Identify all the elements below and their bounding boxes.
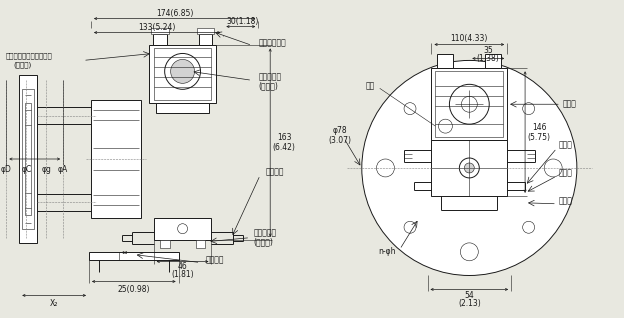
Text: 163: 163 — [277, 133, 291, 142]
Text: 54: 54 — [464, 291, 474, 300]
Text: 管道连接: 管道连接 — [265, 168, 284, 176]
Text: φC: φC — [21, 165, 31, 175]
Circle shape — [461, 75, 478, 93]
Text: (1.38): (1.38) — [477, 54, 500, 63]
Text: 133(5.24): 133(5.24) — [138, 23, 175, 32]
Text: (1.81): (1.81) — [171, 270, 194, 279]
Bar — [160, 240, 170, 248]
Text: X₂: X₂ — [50, 299, 58, 308]
Text: 25(0.98): 25(0.98) — [117, 285, 150, 294]
Text: 内藏显示表: 内藏显示表 — [258, 73, 281, 82]
Text: 管道连接件: 管道连接件 — [253, 228, 276, 237]
Text: (可选购): (可选购) — [13, 61, 32, 68]
Circle shape — [523, 221, 535, 233]
Bar — [154, 218, 212, 240]
Bar — [431, 68, 507, 140]
Text: φ78: φ78 — [333, 126, 347, 135]
Text: φA: φA — [58, 165, 68, 175]
Bar — [195, 240, 205, 248]
Text: 30(1.18): 30(1.18) — [226, 17, 258, 26]
Text: (可选购): (可选购) — [253, 237, 273, 246]
Circle shape — [404, 103, 416, 114]
Text: 导线管连接口: 导线管连接口 — [258, 38, 286, 47]
Bar — [197, 28, 215, 34]
Text: (可选购): (可选购) — [258, 82, 278, 91]
Circle shape — [362, 60, 577, 275]
Circle shape — [404, 221, 416, 233]
Bar — [153, 34, 167, 45]
Text: 排液塞: 排液塞 — [559, 196, 573, 205]
Text: 110(4.33): 110(4.33) — [451, 34, 488, 43]
Circle shape — [178, 224, 188, 234]
Bar — [437, 54, 454, 68]
Text: 端子侧: 端子侧 — [563, 100, 577, 109]
Text: 接地端: 接地端 — [559, 141, 573, 149]
Bar — [485, 54, 501, 68]
Text: 外部显示表导线管连接口: 外部显示表导线管连接口 — [6, 52, 52, 59]
Bar — [154, 48, 212, 100]
Circle shape — [464, 163, 474, 173]
Bar — [91, 100, 141, 218]
Circle shape — [165, 53, 200, 89]
Bar — [19, 75, 37, 243]
Text: (2.13): (2.13) — [458, 299, 480, 308]
Bar — [436, 71, 503, 137]
Circle shape — [544, 159, 562, 177]
Bar — [156, 103, 210, 113]
Circle shape — [459, 158, 479, 178]
Circle shape — [449, 84, 489, 124]
Text: (5.75): (5.75) — [527, 133, 550, 142]
Bar — [22, 89, 34, 229]
Text: (6.42): (6.42) — [273, 142, 296, 152]
Text: (3.07): (3.07) — [328, 135, 351, 145]
Circle shape — [461, 243, 478, 261]
Text: φg: φg — [41, 165, 51, 175]
Bar — [198, 34, 212, 45]
Text: φD: φD — [1, 165, 12, 175]
Bar — [151, 28, 168, 34]
Circle shape — [170, 59, 195, 83]
Text: 35: 35 — [484, 46, 493, 55]
Text: 146: 146 — [532, 123, 546, 132]
Text: 排气塞: 排气塞 — [559, 169, 573, 177]
Text: 调零: 调零 — [366, 82, 375, 91]
Bar — [431, 140, 507, 196]
Text: 174(6.85): 174(6.85) — [156, 9, 193, 18]
Circle shape — [523, 103, 535, 114]
Circle shape — [376, 159, 394, 177]
Text: n-φh: n-φh — [378, 247, 396, 256]
Text: 46: 46 — [178, 262, 187, 271]
Bar — [149, 45, 217, 103]
Bar — [25, 103, 31, 215]
Text: 管道法兰: 管道法兰 — [205, 255, 224, 264]
Bar — [89, 252, 178, 259]
